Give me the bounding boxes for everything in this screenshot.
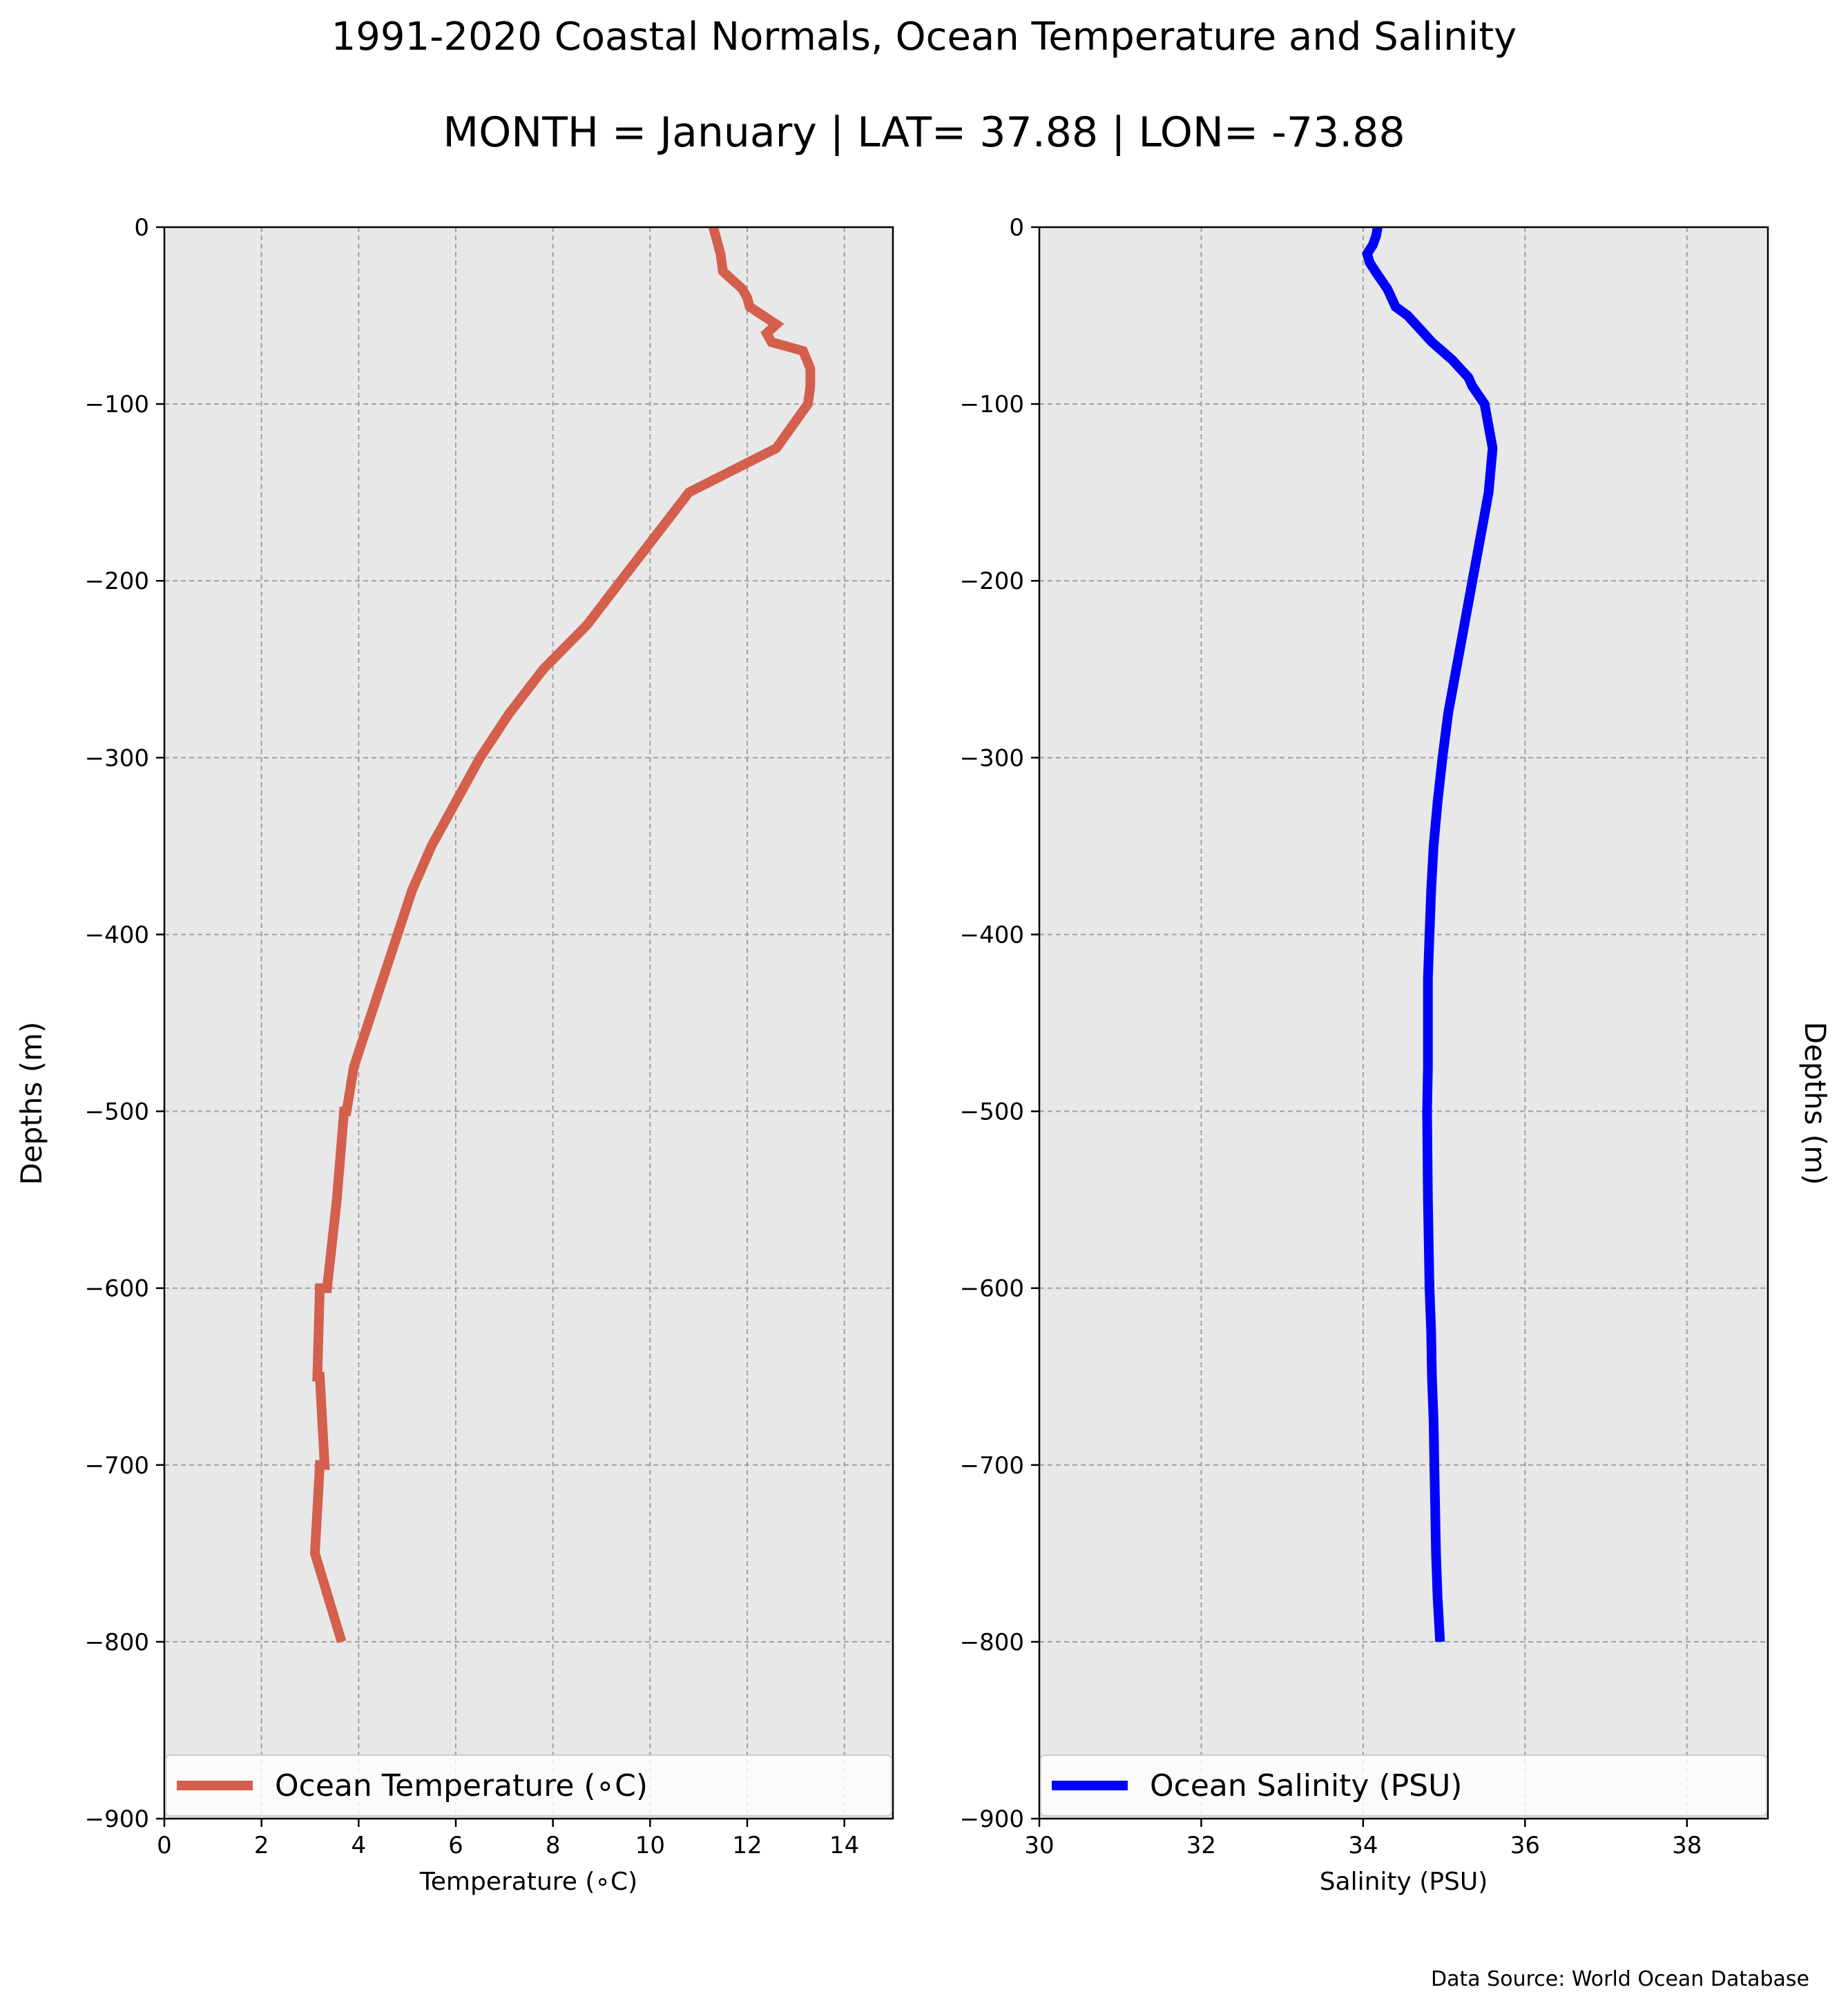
y-tick-label-2: −200	[85, 568, 149, 595]
y-tick-label-8: −800	[960, 1629, 1024, 1656]
y-tick-label-4: −400	[960, 921, 1024, 949]
y-tick-label-9: −900	[85, 1806, 149, 1833]
series-line-0	[1362, 226, 1498, 1643]
y-tick-label-7: −700	[960, 1452, 1024, 1480]
y-tick-label-0: 0	[1009, 214, 1024, 242]
x-tick-label-4: 8	[546, 1832, 561, 1859]
x-axis-label: Salinity (PSU)	[1320, 1868, 1488, 1896]
y-tick-label-6: −600	[960, 1275, 1024, 1303]
temperature-panel: 0 2 4 6 8 10 12 14 0 −100 −200 −300 −400 −500 −600 −700…	[85, 214, 894, 1896]
y-tick-label-9: −900	[960, 1806, 1024, 1833]
y-tick-label-5: −500	[960, 1099, 1024, 1126]
plot-frame	[163, 226, 894, 1820]
y-tick-label-3: −300	[85, 744, 149, 772]
y-tick-label-2: −200	[960, 568, 1024, 595]
legend-box	[1040, 1754, 1767, 1817]
series-line-0	[309, 226, 816, 1643]
x-tick-label-4: 38	[1672, 1832, 1702, 1859]
x-tick-label-3: 6	[448, 1832, 463, 1859]
plot-frame	[1038, 226, 1769, 1820]
y-tick-label-7: −700	[85, 1452, 149, 1480]
x-tick-label-1: 2	[254, 1832, 269, 1859]
legend-box	[165, 1754, 892, 1817]
y-axis-label-left: Depths (m)	[15, 1022, 48, 1186]
x-tick-label-5: 10	[635, 1832, 665, 1859]
y-tick-label-0: 0	[134, 214, 149, 242]
y-axis-label-right: Depths (m)	[1798, 1022, 1832, 1186]
x-tick-label-3: 36	[1510, 1832, 1540, 1859]
data-source-note: Data Source: World Ocean Database	[1431, 1967, 1809, 1991]
x-tick-label-1: 32	[1186, 1832, 1216, 1859]
y-tick-label-6: −600	[85, 1275, 149, 1303]
legend-label: Ocean Salinity (PSU)	[1150, 1768, 1462, 1803]
figure-title: 1991-2020 Coastal Normals, Ocean Tempera…	[331, 14, 1517, 59]
x-axis-label: Temperature (∘C)	[419, 1868, 637, 1896]
y-tick-label-8: −800	[85, 1629, 149, 1656]
y-tick-label-1: −100	[85, 391, 149, 418]
y-tick-label-1: −100	[960, 391, 1024, 418]
legend: Ocean Temperature (∘C)	[165, 1754, 892, 1817]
plot-area	[164, 227, 893, 1819]
y-tick-label-5: −500	[85, 1099, 149, 1126]
x-tick-label-2: 4	[352, 1832, 367, 1859]
legend: Ocean Salinity (PSU)	[1040, 1754, 1767, 1817]
figure-subtitle: MONTH = January | LAT= 37.88 | LON= -73.…	[443, 108, 1405, 157]
y-tick-label-4: −400	[85, 921, 149, 949]
x-tick-label-7: 14	[829, 1832, 859, 1859]
x-tick-label-6: 12	[732, 1832, 762, 1859]
x-tick-label-0: 30	[1024, 1832, 1054, 1859]
y-tick-label-3: −300	[960, 744, 1024, 772]
legend-label: Ocean Temperature (∘C)	[275, 1768, 648, 1803]
plot-area	[1039, 227, 1768, 1819]
x-tick-label-2: 34	[1348, 1832, 1378, 1859]
salinity-panel: 30 32 34 36 38 0 −100 −200 −300 −400 −500 −600 −700 −…	[960, 214, 1769, 1896]
x-tick-label-0: 0	[157, 1832, 172, 1859]
